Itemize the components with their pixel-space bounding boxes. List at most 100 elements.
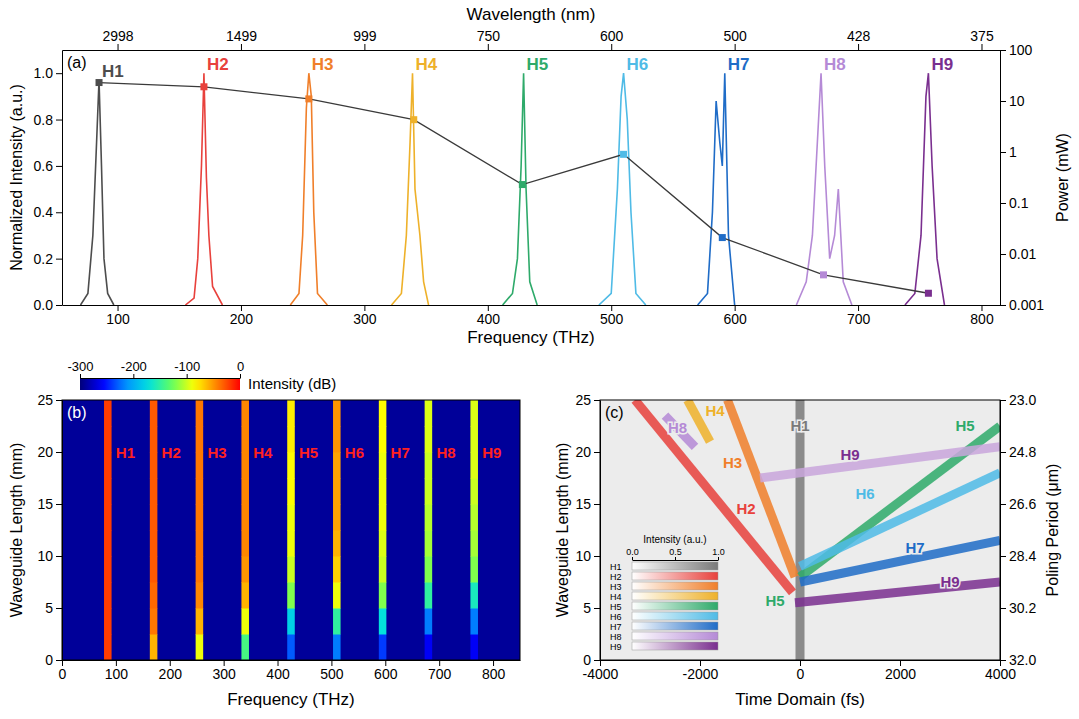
heatmap-cell	[150, 608, 158, 635]
plot-background	[600, 400, 1000, 660]
tick-mark	[1000, 50, 1006, 51]
tick-mark	[56, 305, 62, 306]
axis-line	[63, 50, 1001, 51]
band-label: H5	[299, 444, 318, 461]
tick-label: -200	[121, 359, 147, 374]
tick-label: 500	[600, 311, 624, 327]
x-axis-title: Frequency (THz)	[467, 328, 595, 347]
tick-label: -100	[174, 359, 200, 374]
tick-label: 23.0	[1009, 392, 1036, 408]
tick-label: 1.0	[34, 65, 54, 81]
tick-mark	[1000, 504, 1006, 505]
tick-label: 100	[105, 666, 129, 682]
tick: 0	[237, 359, 244, 378]
power-marker	[620, 151, 627, 158]
tick-mark	[364, 44, 365, 50]
tick: 10	[575, 548, 600, 564]
heatmap-cell	[379, 426, 387, 453]
plot-area	[81, 73, 945, 305]
tick-label: 28.4	[1009, 548, 1036, 564]
heatmap-cell	[470, 530, 478, 557]
heatmap-cell	[333, 400, 341, 427]
power-marker	[719, 234, 726, 241]
plot-area	[600, 400, 1000, 660]
tick: 0.1	[1000, 195, 1029, 211]
tick: 2998	[102, 28, 133, 50]
band-label: H1	[116, 444, 135, 461]
heatmap-cell	[287, 400, 295, 427]
tick: 1.0	[712, 547, 725, 560]
tick: 0.4	[34, 204, 62, 220]
spectrum-line	[185, 73, 222, 305]
tick-label: 100	[106, 311, 130, 327]
tick: 28.4	[1000, 548, 1036, 564]
heatmap-cell	[425, 452, 433, 479]
tick-mark	[594, 504, 600, 505]
tick-label: 25	[575, 392, 591, 408]
tick-label: 400	[477, 311, 501, 327]
tick-mark	[56, 120, 62, 121]
tick-label: 1	[1009, 144, 1017, 160]
tick-mark	[594, 608, 600, 609]
tick: 100	[1000, 42, 1033, 58]
tick-label: 800	[970, 311, 994, 327]
tick-label: 0.8	[34, 112, 54, 128]
y-axis: 0510152025	[575, 392, 600, 668]
legend-swatch	[632, 562, 718, 570]
colorbar-title: Intensity (dB)	[248, 375, 336, 392]
tick: 428	[847, 28, 871, 50]
tick-label: 200	[159, 666, 183, 682]
tick-label: 0	[797, 666, 805, 682]
heatmap-cell	[196, 478, 204, 505]
x-axis-title: Time Domain (fs)	[735, 690, 865, 709]
series-label: H6	[627, 55, 649, 74]
tick-label: 5	[45, 600, 53, 616]
spectrum-line	[796, 73, 852, 305]
tick: 0.6	[34, 158, 62, 174]
series-label: H5	[527, 55, 549, 74]
band-label: H9	[482, 444, 501, 461]
heatmap-cell	[104, 634, 112, 660]
heatmap-cell	[379, 452, 387, 479]
tick-mark	[858, 44, 859, 50]
axis-line	[81, 378, 241, 379]
axis-line	[62, 51, 63, 306]
heatmap-cell	[241, 556, 249, 583]
legend: Intensity (a.u.)0.00.51.0H1H2H3H4H5H6H7H…	[610, 534, 725, 652]
heatmap-cell	[470, 634, 478, 660]
heatmap-cell	[333, 634, 341, 660]
tick-mark	[735, 44, 736, 50]
heatmap-cell	[425, 478, 433, 505]
heatmap-cell	[104, 452, 112, 479]
heatmap-cell	[104, 400, 112, 427]
heatmap-cell	[425, 530, 433, 557]
heatmap-cell	[150, 400, 158, 427]
tick-label: 2998	[102, 28, 133, 44]
annotation: H4	[705, 402, 725, 419]
heatmap-cell	[104, 608, 112, 635]
heatmap-cell	[425, 504, 433, 531]
tick-mark	[1000, 152, 1006, 153]
legend-swatch	[632, 572, 718, 580]
power-marker	[519, 181, 526, 188]
tick-label: 2000	[885, 666, 916, 682]
tick-mark	[133, 374, 134, 378]
tick: 999	[353, 28, 377, 50]
heatmap-cell	[287, 426, 295, 453]
tick: 0	[797, 660, 805, 682]
tick-mark	[611, 44, 612, 50]
heatmap-cell	[104, 478, 112, 505]
tick-mark	[1000, 203, 1006, 204]
heatmap-cell	[470, 478, 478, 505]
tick: 700	[428, 660, 452, 682]
tick-label: 999	[353, 28, 377, 44]
legend-label: H2	[610, 572, 622, 582]
tick: 0.5	[669, 547, 682, 560]
tick: 15	[575, 496, 600, 512]
heatmap-cell	[104, 530, 112, 557]
tick: 25	[37, 392, 62, 408]
y2-axis: 0.0010.010.1110100	[1000, 42, 1044, 313]
heatmap-cell	[241, 608, 249, 635]
tick: 0	[583, 652, 600, 668]
tick-label: 5	[583, 600, 591, 616]
